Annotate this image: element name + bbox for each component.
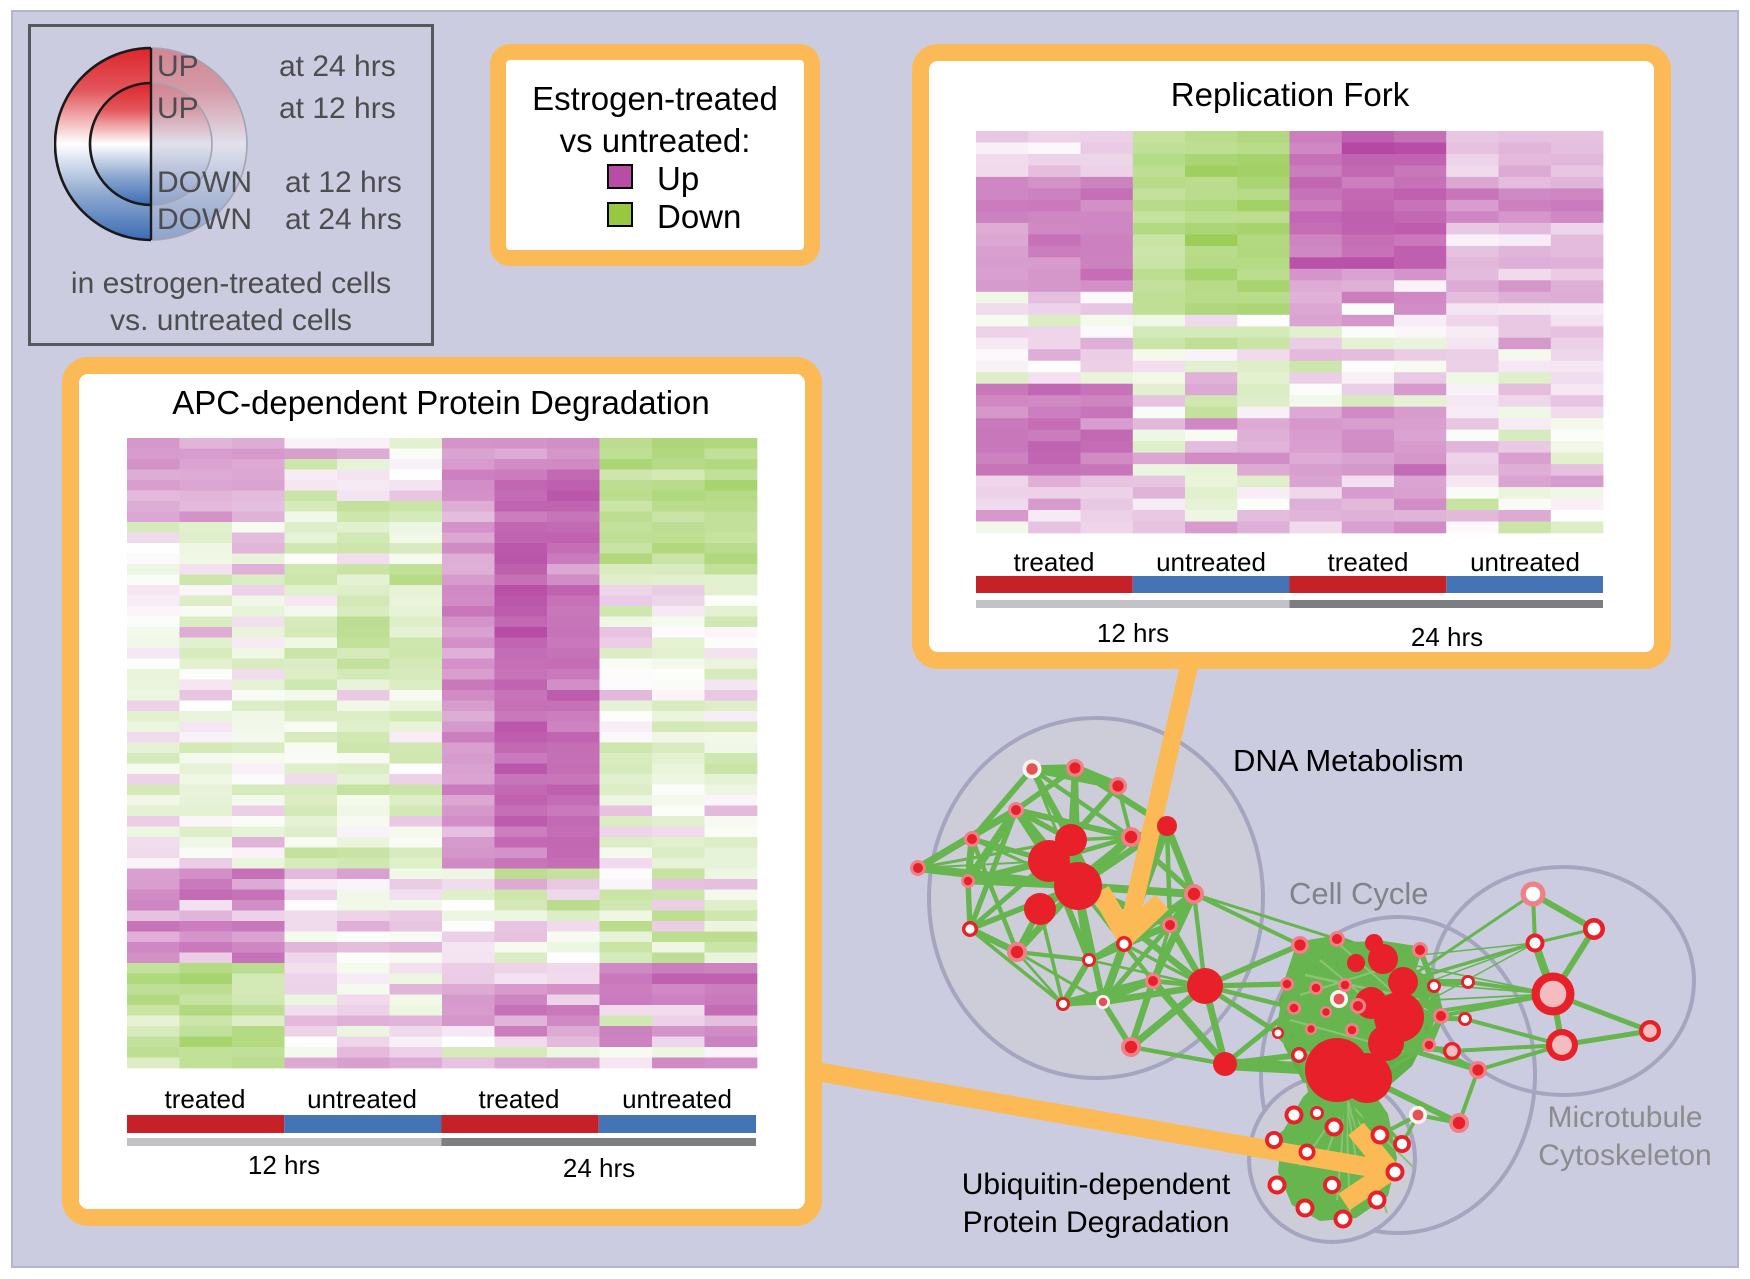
svg-text:24 hrs: 24 hrs [563,1153,635,1183]
svg-text:Up: Up [657,160,699,197]
svg-text:vs untreated:: vs untreated: [560,122,751,159]
svg-text:at 24 hrs: at 24 hrs [279,50,396,83]
svg-text:at 12 hrs: at 12 hrs [285,166,402,199]
svg-text:DNA Metabolism: DNA Metabolism [1233,743,1464,778]
svg-text:treated: treated [165,1084,246,1114]
svg-text:Cell Cycle: Cell Cycle [1289,876,1429,911]
svg-text:at 24 hrs: at 24 hrs [285,203,402,236]
svg-text:Replication Fork: Replication Fork [1171,76,1410,113]
svg-text:Down: Down [657,198,741,235]
svg-text:untreated: untreated [1470,547,1580,577]
svg-text:Ubiquitin-dependent: Ubiquitin-dependent [962,1168,1231,1201]
svg-text:untreated: untreated [307,1084,417,1114]
svg-text:untreated: untreated [622,1084,732,1114]
svg-text:treated: treated [479,1084,560,1114]
svg-text:DOWN: DOWN [157,166,252,199]
svg-text:treated: treated [1014,547,1095,577]
svg-text:APC-dependent Protein Degradat: APC-dependent Protein Degradation [172,384,710,421]
svg-text:DOWN: DOWN [157,203,252,236]
svg-text:vs. untreated cells: vs. untreated cells [110,304,352,337]
svg-text:12 hrs: 12 hrs [1097,618,1169,648]
svg-text:treated: treated [1328,547,1409,577]
svg-text:in estrogen-treated cells: in estrogen-treated cells [71,267,391,300]
svg-text:at 12 hrs: at 12 hrs [279,92,396,125]
svg-text:Microtubule: Microtubule [1547,1101,1702,1134]
svg-text:UP: UP [157,92,199,125]
svg-text:24 hrs: 24 hrs [1411,622,1483,652]
svg-text:untreated: untreated [1156,547,1266,577]
svg-text:12 hrs: 12 hrs [248,1150,320,1180]
svg-text:Estrogen-treated: Estrogen-treated [532,80,778,117]
svg-text:UP: UP [157,50,199,83]
svg-text:Cytoskeleton: Cytoskeleton [1538,1139,1711,1172]
svg-text:Protein Degradation: Protein Degradation [963,1206,1230,1239]
